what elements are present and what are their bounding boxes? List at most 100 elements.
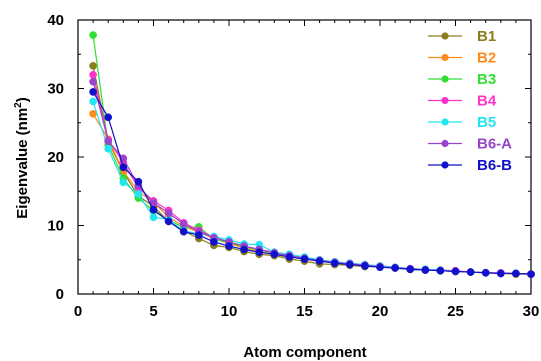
legend-label-b6-a: B6-A xyxy=(477,136,512,153)
legend-item-b2: B2 xyxy=(428,50,496,67)
x-tick-label: 15 xyxy=(296,303,313,320)
legend-item-b3: B3 xyxy=(428,71,496,88)
data-point-b6-b xyxy=(240,245,248,254)
data-point-b6-b xyxy=(451,267,460,276)
y-axis-title-main: Eigenvalue (nm xyxy=(14,108,31,219)
data-point-b6-b xyxy=(300,255,309,263)
data-point-b6-b xyxy=(436,266,445,275)
x-tick-label: 0 xyxy=(74,303,82,320)
legend-label-b5: B5 xyxy=(477,114,496,131)
data-point-b5 xyxy=(104,144,113,153)
data-point-b5 xyxy=(134,190,143,198)
series-line-b2 xyxy=(92,113,532,275)
x-tick-label: 10 xyxy=(221,303,238,320)
series-layer xyxy=(89,31,535,278)
data-point-b6-a xyxy=(164,209,173,218)
legend-label-b3: B3 xyxy=(477,71,496,88)
data-point-b6-b xyxy=(270,250,279,259)
legend-marker-b3 xyxy=(441,75,449,83)
plot-border xyxy=(77,19,532,295)
data-point-b6-a xyxy=(179,220,188,228)
data-point-b6-b xyxy=(496,269,505,278)
data-point-b3 xyxy=(89,31,97,39)
legend-label-b2: B2 xyxy=(477,50,496,67)
data-point-b6-b xyxy=(512,269,520,278)
data-point-b5 xyxy=(149,213,158,222)
series-line-b1 xyxy=(92,65,531,275)
data-point-b6-b xyxy=(481,268,490,277)
data-point-b6-b xyxy=(391,264,399,272)
x-tick-label: 20 xyxy=(372,303,389,320)
data-point-b6-a xyxy=(89,77,97,86)
y-axis-title-sup: 2 xyxy=(13,102,24,108)
data-point-b6-b xyxy=(104,113,113,122)
data-point-b6-b xyxy=(527,270,535,278)
data-point-b6-b xyxy=(89,88,97,96)
legend-label-b1: B1 xyxy=(477,28,496,45)
legend-item-b6-b: B6-B xyxy=(428,157,512,174)
series-b1 xyxy=(89,62,535,278)
x-tick-label: 30 xyxy=(523,303,540,320)
series-b4 xyxy=(89,70,535,278)
data-point-b6-a xyxy=(104,137,113,146)
y-tick-label: 0 xyxy=(56,286,64,303)
series-line-b5 xyxy=(92,101,532,275)
data-point-b6-b xyxy=(149,205,158,214)
y-tick-label: 10 xyxy=(47,218,64,235)
y-tick-label: 40 xyxy=(47,12,64,29)
data-point-b6-b xyxy=(210,238,218,246)
data-point-b6-b xyxy=(134,177,143,186)
data-point-b6-b xyxy=(421,266,430,274)
legend-item-b1: B1 xyxy=(428,28,496,45)
series-line-b3 xyxy=(92,34,532,275)
y-axis-title-close: ) xyxy=(14,97,31,102)
x-axis-title: Atom component xyxy=(243,344,366,361)
data-point-b6-b xyxy=(225,242,233,250)
legend-marker-b4 xyxy=(441,96,449,105)
data-point-b5 xyxy=(89,97,97,106)
data-point-b6-b xyxy=(119,163,128,172)
series-b3 xyxy=(89,31,535,278)
legend-marker-b2 xyxy=(441,53,449,62)
x-axis: 0 5 10 15 20 25 30 xyxy=(74,20,540,320)
x-tick-label: 5 xyxy=(149,303,157,320)
data-point-b5 xyxy=(119,178,128,187)
y-tick-label: 20 xyxy=(47,149,64,166)
data-point-b6-b xyxy=(330,259,339,268)
data-point-b6-b xyxy=(179,227,188,236)
y-axis: 0 10 20 30 40 xyxy=(47,12,531,303)
plot-frame xyxy=(77,19,532,295)
legend-marker-b1 xyxy=(441,32,449,40)
series-line-b6-a xyxy=(92,81,532,275)
data-point-b6-b xyxy=(315,257,324,265)
legend-marker-b6-b xyxy=(441,161,449,169)
legend-label-b4: B4 xyxy=(477,93,497,110)
legend-marker-b5 xyxy=(441,118,449,126)
data-point-b6-b xyxy=(361,262,369,270)
legend-marker-b6-a xyxy=(441,139,449,148)
legend-item-b4: B4 xyxy=(428,93,497,110)
series-line-b6-b xyxy=(92,91,532,275)
data-point-b6-b xyxy=(376,263,384,272)
legend-item-b5: B5 xyxy=(428,114,496,131)
data-point-b4 xyxy=(89,70,97,79)
legend: B1 B2 B3 B4 B5 B6-A B6-B xyxy=(428,28,512,174)
data-point-b6-b xyxy=(406,265,415,274)
y-axis-title: Eigenvalue (nm2) xyxy=(13,97,31,218)
data-point-b6-b xyxy=(345,260,354,269)
legend-label-b6-b: B6-B xyxy=(477,157,512,174)
data-point-b6-b xyxy=(285,253,294,261)
series-line-b4 xyxy=(92,74,532,275)
data-point-b6-b xyxy=(164,217,173,226)
legend-item-b6-a: B6-A xyxy=(428,136,512,153)
series-b6-b xyxy=(89,88,535,278)
series-b2 xyxy=(89,109,535,278)
data-point-b6-b xyxy=(255,248,264,257)
series-b6-a xyxy=(89,77,535,278)
x-tick-label: 25 xyxy=(447,303,464,320)
data-point-b1 xyxy=(89,62,97,70)
y-tick-label: 30 xyxy=(47,81,64,98)
data-point-b6-b xyxy=(466,268,475,276)
data-point-b6-b xyxy=(194,231,203,239)
